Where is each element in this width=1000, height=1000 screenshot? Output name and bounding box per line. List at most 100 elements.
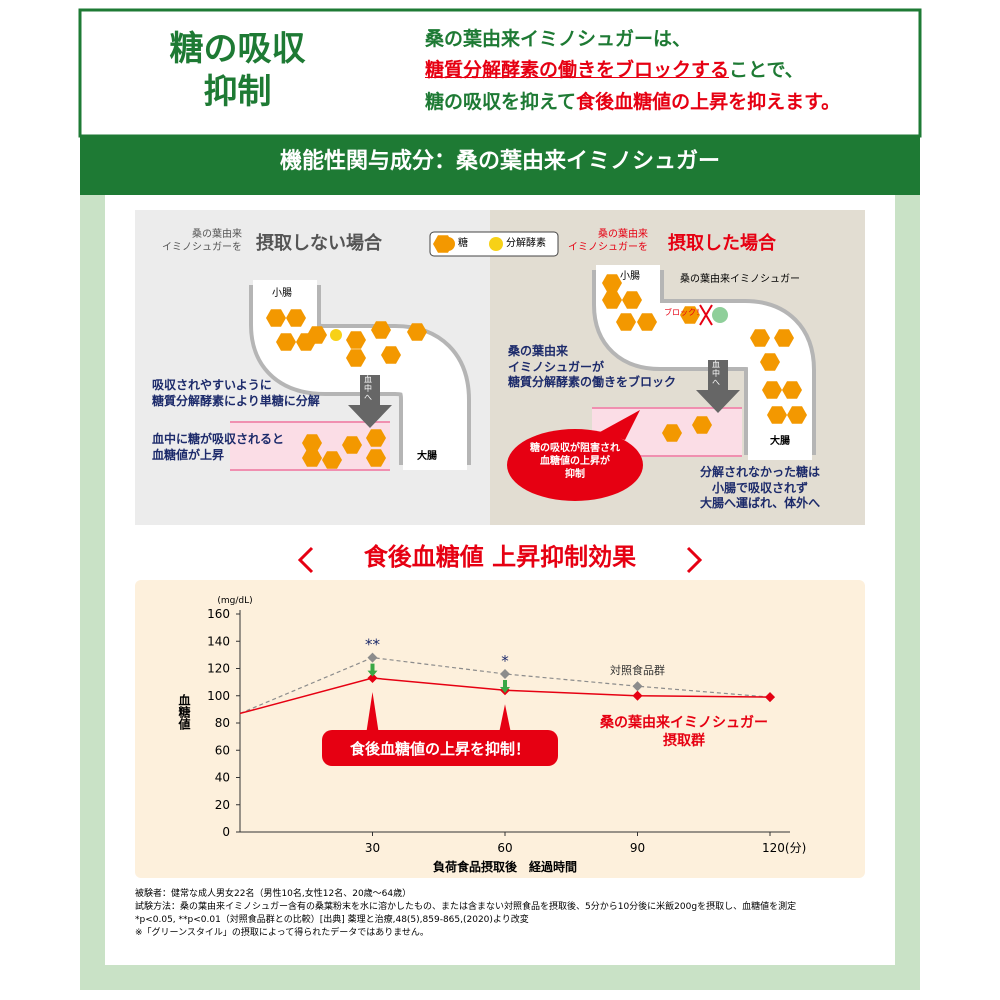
sugar-icon bbox=[760, 353, 780, 371]
band bbox=[80, 135, 920, 195]
sugar-icon bbox=[346, 349, 366, 367]
sugar-icon bbox=[662, 424, 682, 442]
legend-label: 分解酵素 bbox=[506, 238, 546, 249]
header-line: 糖の吸収を抑えて食後血糖値の上昇を抑えます。 bbox=[425, 87, 840, 118]
header-segment: ことで、 bbox=[729, 59, 804, 82]
point bbox=[367, 673, 378, 684]
arrow bbox=[696, 360, 740, 413]
bubble-text: 糖の吸収が阻害され 血糖値の上昇が 抑制 bbox=[530, 443, 620, 480]
sugar-icon bbox=[307, 326, 327, 344]
x-tick-label: 60 bbox=[497, 841, 512, 855]
y-tick-label: 0 bbox=[222, 825, 230, 839]
label: 大腸 bbox=[417, 451, 437, 462]
footnote: 被験者：健常な成人男女22名（男性10名,女性12名、20歳〜64歳） bbox=[135, 889, 412, 899]
footnote: ※「グリーンスタイル」の摂取によって得られたデータではありません。 bbox=[135, 928, 429, 939]
prefix: 桑の葉由来 イミノシュガーを bbox=[162, 229, 242, 253]
y-tick-label: 120 bbox=[207, 662, 230, 676]
significance: ** bbox=[365, 636, 381, 654]
significance: * bbox=[501, 652, 509, 670]
y-tick-label: 140 bbox=[207, 634, 230, 648]
legend-label: 桑の葉由来イミノシュガー 摂取群 bbox=[600, 715, 768, 750]
x-label: 負荷食品摂取後 経過時間 bbox=[433, 859, 577, 874]
prefix: 桑の葉由来 イミノシュガーを bbox=[568, 229, 648, 253]
x-tick-label: 120(分) bbox=[762, 841, 806, 855]
sugar-icon bbox=[371, 321, 391, 339]
header-segment: 糖の吸収を抑えて bbox=[425, 90, 577, 113]
y-tick-label: 60 bbox=[215, 743, 230, 757]
label: 桑の葉由来イミノシュガー bbox=[680, 274, 800, 285]
footnote: 試験方法：桑の葉由来イミノシュガー含有の桑葉粉末を水に溶かしたもの、または含まな… bbox=[135, 902, 797, 913]
x-tick-label: 30 bbox=[365, 841, 380, 855]
header-line: 糖質分解酵素の働きをブロックすることで、 bbox=[425, 55, 840, 86]
sugar-icon bbox=[366, 429, 386, 447]
sugar-icon bbox=[637, 313, 657, 331]
label: 大腸 bbox=[770, 436, 790, 447]
sugar-icon bbox=[622, 291, 642, 309]
sugar-icon bbox=[346, 331, 366, 349]
header-title: 糖の吸収 抑制 bbox=[169, 29, 306, 112]
note: 分解されなかった糖は 小腸で吸収されず 大腸へ運ばれ、体外へ bbox=[700, 465, 821, 511]
sugar-icon bbox=[602, 291, 622, 309]
label: ブロック！ bbox=[664, 308, 704, 317]
sugar-icon bbox=[407, 323, 427, 341]
legend-label: 対照食品群 bbox=[610, 664, 665, 677]
section-title: 食後血糖値 上昇抑制効果 bbox=[363, 543, 637, 571]
band-text: 機能性関与成分：桑の葉由来イミノシュガー bbox=[279, 149, 720, 174]
sugar-icon bbox=[782, 381, 802, 399]
label: 小腸 bbox=[272, 288, 292, 299]
sugar-icon bbox=[302, 434, 322, 452]
y-tick-label: 20 bbox=[215, 798, 230, 812]
label: 小腸 bbox=[620, 271, 640, 282]
point bbox=[367, 652, 378, 663]
header-segment: 糖質分解酵素の働きをブロックする bbox=[425, 59, 730, 82]
sugar-icon bbox=[616, 313, 636, 331]
callout-pointer bbox=[498, 704, 512, 738]
callout-text: 食後血糖値の上昇を抑制！ bbox=[350, 740, 530, 758]
panel-title: 摂取しない場合 bbox=[256, 233, 382, 254]
sugar-icon bbox=[602, 274, 622, 292]
sugar-icon bbox=[381, 346, 401, 364]
bubble bbox=[507, 429, 643, 501]
y-tick-label: 40 bbox=[215, 771, 230, 785]
header-segment: 桑の葉由来イミノシュガーは、 bbox=[425, 28, 692, 50]
sugar-icon bbox=[762, 381, 782, 399]
note: 桑の葉由来 イミノシュガーが 糖質分解酵素の働きをブロック bbox=[508, 344, 677, 390]
point bbox=[632, 690, 643, 701]
sugar-icon bbox=[342, 436, 362, 454]
sugar-icon bbox=[767, 406, 787, 424]
point bbox=[765, 692, 775, 703]
point bbox=[500, 668, 510, 679]
callout-pointer bbox=[365, 692, 380, 738]
sugar-icon bbox=[692, 416, 712, 434]
header-text: 桑の葉由来イミノシュガーは、 糖質分解酵素の働きをブロックすることで、 糖の吸収を抑… bbox=[425, 24, 840, 118]
header-box bbox=[78, 8, 922, 138]
footnote: *p<0.05, **p<0.01（対照食品群との比較）[出典] 薬理と治療,4… bbox=[135, 915, 529, 926]
sugar-icon bbox=[366, 449, 386, 467]
legend-label: 糖 bbox=[458, 238, 468, 249]
sugar-icon bbox=[680, 306, 700, 324]
y-label: 血糖値 bbox=[177, 693, 191, 731]
arrow bbox=[348, 375, 392, 428]
sugar-icon bbox=[266, 309, 286, 327]
callout-box bbox=[322, 730, 558, 766]
y-unit: (mg/dL) bbox=[217, 596, 252, 606]
y-tick-label: 100 bbox=[207, 689, 230, 703]
sugar-icon bbox=[276, 333, 296, 351]
sugar-icon bbox=[302, 449, 322, 467]
sugar-icon bbox=[433, 235, 453, 253]
sugar-icon bbox=[322, 451, 342, 469]
footnotes: 被験者：健常な成人男女22名（男性10名,女性12名、20歳〜64歳） 試験方法：… bbox=[135, 888, 796, 940]
header-line: 桑の葉由来イミノシュガーは、 bbox=[425, 24, 840, 55]
sig-arrow bbox=[500, 679, 510, 693]
sugar-icon bbox=[750, 329, 770, 347]
sugar-icon bbox=[787, 406, 807, 424]
x-tick-label: 90 bbox=[630, 841, 645, 855]
y-tick-label: 160 bbox=[207, 607, 230, 621]
sig-arrow bbox=[367, 663, 378, 677]
note: 血中に糖が吸収されると 血糖値が上昇 bbox=[152, 432, 285, 462]
arrow-label: 血 中 へ bbox=[712, 360, 720, 387]
sugar-icon bbox=[774, 329, 794, 347]
